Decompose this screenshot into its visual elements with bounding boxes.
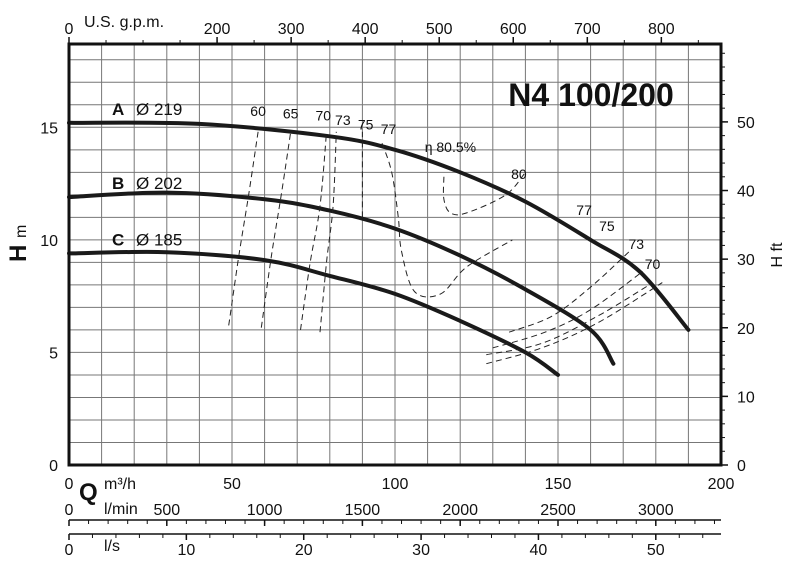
head-curves (67, 120, 691, 377)
right-tick-label: 20 (737, 321, 755, 338)
x-tick-label: 200 (708, 476, 735, 493)
efficiency-iso-line (319, 131, 337, 333)
right-tick-label: 0 (737, 458, 746, 475)
lmin-tick-label: 2500 (540, 502, 576, 519)
lmin-tick-label: 3000 (638, 502, 674, 519)
ls-tick-label: 40 (530, 542, 548, 559)
y-tick-label: 10 (40, 233, 58, 250)
ls-tick-label: 0 (65, 542, 74, 559)
y-tick-label: 5 (49, 345, 58, 362)
head-curve-a (67, 120, 691, 332)
curve-diameter-a: Ø 219 (136, 100, 182, 119)
x-axis-letter: Q (79, 479, 98, 506)
right-tick-label: 50 (737, 115, 755, 132)
efficiency-label: 77 (381, 121, 397, 137)
ls-tick-label: 50 (647, 542, 665, 559)
lmin-axis-label: l/min (104, 501, 138, 518)
curve-diameter-c: Ø 185 (136, 230, 182, 249)
y-tick-label: 0 (49, 458, 58, 475)
right-axis-name: H ft (769, 242, 786, 267)
y-axis-name: H m (5, 225, 32, 262)
chart-title: N4 100/200 (508, 77, 673, 113)
efficiency-label: 75 (358, 117, 374, 133)
y-tick-label: 15 (40, 120, 58, 137)
x-tick-label: 0 (65, 476, 74, 493)
top-tick-label: 0 (65, 21, 74, 38)
efficiency-curves (228, 131, 663, 365)
efficiency-label: η 80.5% (425, 139, 476, 155)
efficiency-iso-line (442, 171, 526, 216)
y-axis-letter: H (5, 245, 32, 262)
efficiency-iso-line (486, 284, 650, 356)
efficiency-label: 77 (576, 202, 592, 218)
right-tick-label: 30 (737, 252, 755, 269)
efficiency-label: 75 (599, 218, 615, 234)
ls-axis-label: l/s (104, 538, 120, 555)
head-curve-b (67, 190, 616, 366)
efficiency-label: 65 (283, 105, 299, 121)
lmin-tick-label: 1500 (345, 502, 381, 519)
head-curve-c (67, 249, 560, 377)
ls-tick-label: 20 (295, 542, 313, 559)
top-axis-label: U.S. g.p.m. (84, 14, 164, 31)
lmin-tick-label: 2000 (442, 502, 478, 519)
efficiency-iso-line (228, 131, 259, 326)
top-tick-label: 200 (204, 21, 231, 38)
top-tick-label: 500 (426, 21, 453, 38)
right-axis-label: H ft (769, 242, 786, 267)
top-tick-label: 700 (574, 21, 601, 38)
top-tick-label: 300 (278, 21, 305, 38)
x-tick-label: 50 (223, 476, 241, 493)
lmin-tick-label: 500 (153, 502, 180, 519)
x-axis-unit: m³/h (104, 476, 136, 493)
efficiency-iso-line (492, 270, 644, 349)
x-tick-label: 100 (382, 476, 409, 493)
curve-letter-a: A (112, 100, 124, 119)
curve-letter-b: B (112, 174, 124, 193)
efficiency-iso-line (486, 282, 663, 365)
efficiency-label: 60 (250, 103, 266, 119)
curve-letter-c: C (112, 230, 124, 249)
right-tick-label: 40 (737, 184, 755, 201)
x-tick-label: 150 (545, 476, 572, 493)
top-tick-label: 400 (352, 21, 379, 38)
efficiency-iso-line (260, 131, 292, 328)
right-tick-label: 10 (737, 389, 755, 406)
efficiency-label: 73 (335, 112, 351, 128)
efficiency-label: 73 (628, 236, 644, 252)
efficiency-iso-line (508, 250, 631, 333)
top-tick-label: 600 (500, 21, 527, 38)
lmin-tick-label: 0 (65, 502, 74, 519)
plot-frame (67, 42, 723, 467)
efficiency-label: 70 (315, 108, 331, 124)
efficiency-iso-line (381, 142, 513, 298)
top-tick-label: 800 (648, 21, 675, 38)
lmin-tick-label: 1000 (247, 502, 283, 519)
curve-diameter-b: Ø 202 (136, 174, 182, 193)
efficiency-label: 80 (511, 166, 527, 182)
ls-tick-label: 10 (177, 542, 195, 559)
y-axis-unit: m (13, 225, 30, 238)
efficiency-label: 70 (645, 256, 661, 272)
ls-tick-label: 30 (412, 542, 430, 559)
